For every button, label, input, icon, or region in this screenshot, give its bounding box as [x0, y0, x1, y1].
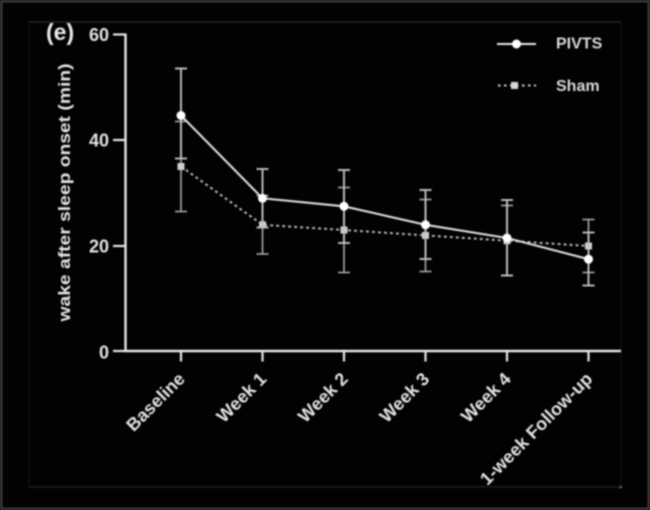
svg-text:wake after sleep onset (min): wake after sleep onset (min) — [55, 63, 74, 322]
svg-text:PIVTS: PIVTS — [556, 36, 603, 53]
svg-text:(e): (e) — [46, 19, 74, 45]
svg-text:40: 40 — [89, 131, 109, 151]
svg-text:0: 0 — [99, 343, 109, 363]
svg-text:20: 20 — [89, 237, 109, 257]
svg-text:Sham: Sham — [556, 78, 600, 95]
svg-text:60: 60 — [89, 25, 109, 45]
